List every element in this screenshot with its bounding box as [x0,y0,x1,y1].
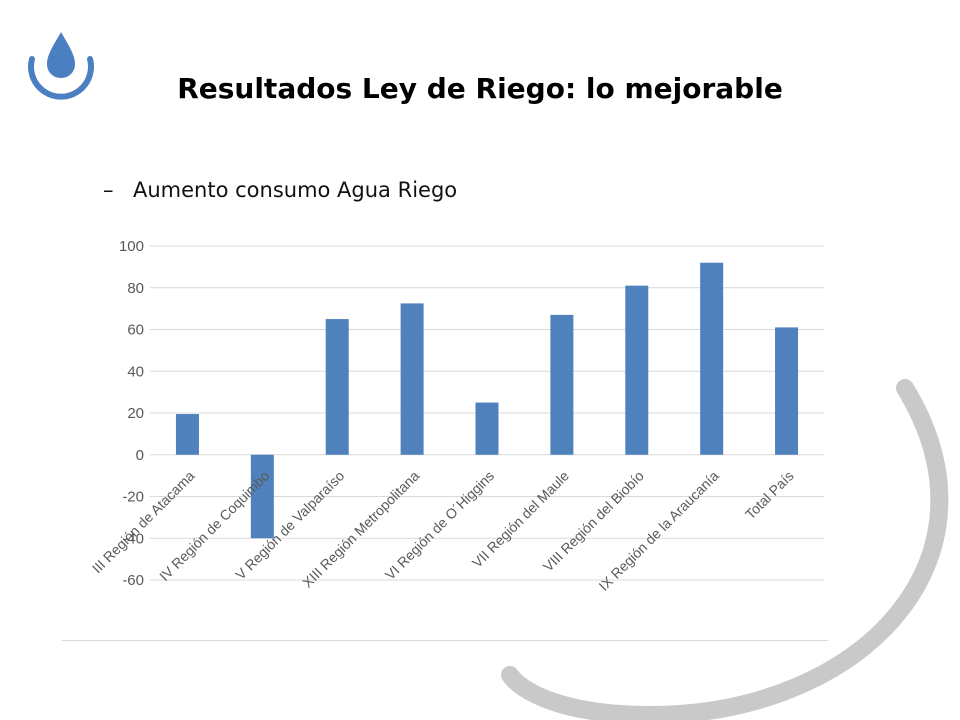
bar [250,454,274,539]
y-tick-label: -20 [122,489,144,506]
bar [550,314,574,455]
y-tick-label: 20 [127,405,144,422]
bar [175,414,199,455]
x-tick-label: Total País [742,468,797,523]
y-tick-label: 0 [136,447,144,464]
slide-title: Resultados Ley de Riego: lo mejorable [177,72,783,105]
bar [325,319,349,455]
bar [475,402,499,455]
water-drop-icon [28,32,94,100]
bar [775,327,799,455]
bar [625,285,649,455]
bullet-text: Aumento consumo Agua Riego [133,178,458,202]
bar [700,262,724,455]
y-tick-label: -60 [122,572,144,589]
bullet-item: – Aumento consumo Agua Riego [103,178,457,202]
x-tick-label: IX Región de la Araucanía [595,467,721,593]
y-tick-label: -40 [122,530,144,547]
y-tick-label: 60 [127,322,144,339]
bullet-marker: – [103,178,114,202]
y-tick-label: 40 [127,363,144,380]
y-tick-label: 100 [119,238,144,255]
chart-area: 100 80 60 40 20 0 -20 -40 -60 III Región de Ataca… [62,228,828,641]
bar [400,303,424,455]
y-tick-label: 80 [127,280,144,297]
